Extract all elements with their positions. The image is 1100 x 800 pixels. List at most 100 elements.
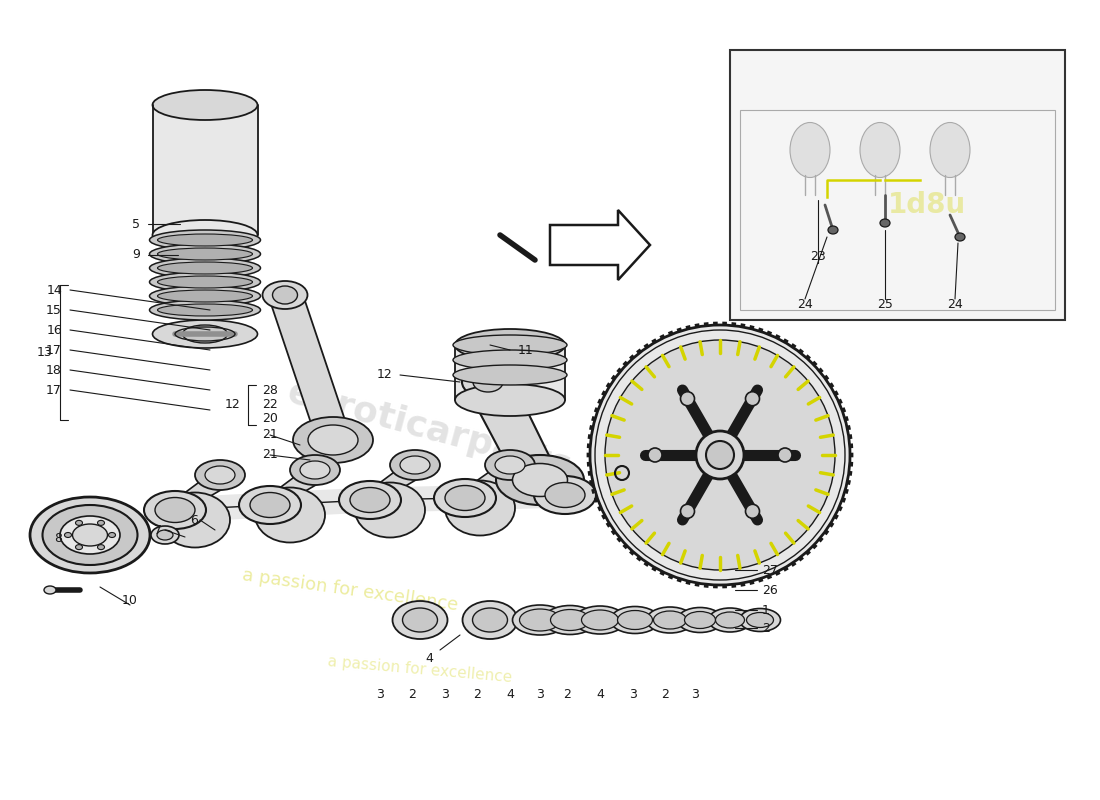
Ellipse shape bbox=[519, 609, 561, 631]
Ellipse shape bbox=[150, 272, 261, 292]
Ellipse shape bbox=[790, 122, 830, 178]
Text: 18: 18 bbox=[46, 363, 62, 377]
Text: 21: 21 bbox=[262, 449, 277, 462]
Ellipse shape bbox=[153, 220, 257, 250]
Text: 6: 6 bbox=[190, 514, 198, 526]
Ellipse shape bbox=[44, 586, 56, 594]
Ellipse shape bbox=[30, 497, 150, 573]
Ellipse shape bbox=[647, 607, 693, 633]
Ellipse shape bbox=[582, 610, 618, 630]
Ellipse shape bbox=[453, 350, 566, 370]
Polygon shape bbox=[446, 470, 528, 503]
Ellipse shape bbox=[681, 392, 694, 406]
Text: 16: 16 bbox=[46, 323, 62, 337]
Ellipse shape bbox=[930, 122, 970, 178]
Ellipse shape bbox=[273, 286, 297, 304]
Ellipse shape bbox=[715, 612, 745, 628]
Ellipse shape bbox=[195, 460, 245, 490]
Text: 1d8u: 1d8u bbox=[888, 191, 966, 219]
Ellipse shape bbox=[574, 606, 626, 634]
Ellipse shape bbox=[860, 122, 900, 178]
Ellipse shape bbox=[263, 281, 308, 309]
Text: 3: 3 bbox=[691, 689, 698, 702]
Ellipse shape bbox=[157, 290, 253, 302]
Text: 4: 4 bbox=[425, 651, 433, 665]
Text: 25: 25 bbox=[877, 298, 893, 311]
Ellipse shape bbox=[339, 481, 402, 519]
FancyBboxPatch shape bbox=[730, 50, 1065, 320]
Polygon shape bbox=[350, 470, 433, 505]
Ellipse shape bbox=[453, 365, 566, 385]
Text: 17: 17 bbox=[46, 383, 62, 397]
Ellipse shape bbox=[473, 372, 503, 392]
Ellipse shape bbox=[390, 450, 440, 480]
Text: 5: 5 bbox=[132, 218, 140, 230]
Ellipse shape bbox=[155, 498, 195, 522]
Text: 4: 4 bbox=[596, 689, 604, 702]
Ellipse shape bbox=[60, 516, 120, 554]
Polygon shape bbox=[250, 475, 333, 510]
Ellipse shape bbox=[455, 329, 565, 361]
Ellipse shape bbox=[610, 606, 660, 634]
Ellipse shape bbox=[144, 491, 206, 529]
Ellipse shape bbox=[157, 530, 173, 540]
Ellipse shape bbox=[73, 524, 108, 546]
Polygon shape bbox=[155, 480, 238, 515]
Ellipse shape bbox=[250, 493, 290, 518]
Ellipse shape bbox=[434, 479, 496, 517]
Text: 24: 24 bbox=[798, 298, 813, 311]
Text: 3: 3 bbox=[536, 689, 543, 702]
Ellipse shape bbox=[153, 90, 257, 120]
Ellipse shape bbox=[300, 461, 330, 479]
Ellipse shape bbox=[513, 605, 568, 635]
Ellipse shape bbox=[109, 533, 116, 538]
Text: 17: 17 bbox=[46, 343, 62, 357]
Ellipse shape bbox=[76, 520, 82, 526]
Text: 21: 21 bbox=[262, 429, 277, 442]
Ellipse shape bbox=[205, 466, 235, 484]
Text: 24: 24 bbox=[947, 298, 962, 311]
Ellipse shape bbox=[393, 601, 448, 639]
Ellipse shape bbox=[157, 248, 253, 260]
Ellipse shape bbox=[355, 482, 425, 538]
Ellipse shape bbox=[653, 611, 686, 629]
Text: 20: 20 bbox=[262, 411, 278, 425]
Ellipse shape bbox=[150, 300, 261, 320]
Ellipse shape bbox=[65, 533, 72, 538]
Ellipse shape bbox=[150, 230, 261, 250]
Ellipse shape bbox=[453, 335, 566, 355]
Polygon shape bbox=[268, 295, 350, 435]
Text: 23: 23 bbox=[810, 250, 826, 263]
Ellipse shape bbox=[681, 504, 694, 518]
Text: a passion for excellence: a passion for excellence bbox=[327, 654, 513, 686]
Ellipse shape bbox=[98, 520, 104, 526]
Ellipse shape bbox=[153, 320, 257, 348]
Ellipse shape bbox=[157, 276, 253, 288]
Ellipse shape bbox=[534, 476, 596, 514]
Ellipse shape bbox=[696, 431, 744, 479]
Ellipse shape bbox=[778, 448, 792, 462]
Ellipse shape bbox=[595, 330, 845, 580]
Polygon shape bbox=[455, 345, 565, 400]
Ellipse shape bbox=[160, 493, 230, 547]
Text: a passion for excellence: a passion for excellence bbox=[241, 566, 459, 614]
Text: 3: 3 bbox=[376, 689, 384, 702]
Ellipse shape bbox=[955, 233, 965, 241]
Text: 14: 14 bbox=[46, 283, 62, 297]
Ellipse shape bbox=[746, 392, 759, 406]
Text: 9: 9 bbox=[132, 249, 140, 262]
Ellipse shape bbox=[150, 286, 261, 306]
Text: 3: 3 bbox=[441, 689, 449, 702]
Ellipse shape bbox=[76, 545, 82, 550]
Ellipse shape bbox=[350, 487, 390, 513]
Ellipse shape bbox=[400, 456, 430, 474]
Ellipse shape bbox=[455, 384, 565, 416]
Text: 8: 8 bbox=[54, 531, 62, 545]
Text: 7: 7 bbox=[154, 523, 162, 537]
Ellipse shape bbox=[648, 448, 662, 462]
Text: 3: 3 bbox=[629, 689, 637, 702]
Ellipse shape bbox=[550, 610, 590, 630]
Ellipse shape bbox=[544, 482, 585, 507]
Ellipse shape bbox=[293, 417, 373, 463]
Ellipse shape bbox=[98, 545, 104, 550]
